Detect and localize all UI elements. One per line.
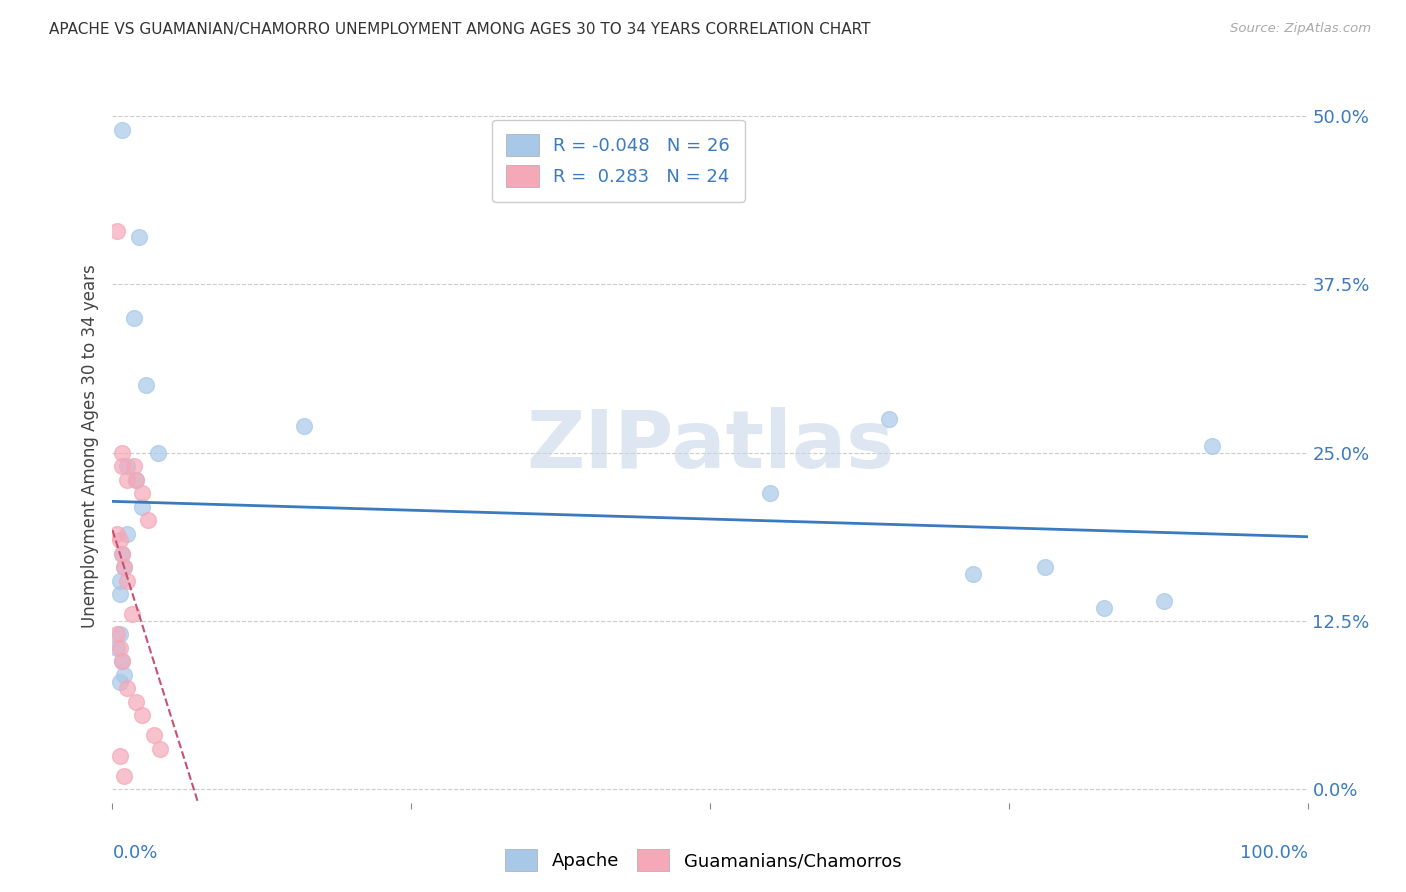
- Point: [114, 769, 135, 783]
- Text: ZIPatlas: ZIPatlas: [526, 407, 894, 485]
- Point: [108, 748, 131, 763]
- Point: [143, 729, 166, 743]
- Text: APACHE VS GUAMANIAN/CHAMORRO UNEMPLOYMENT AMONG AGES 30 TO 34 YEARS CORRELATION : APACHE VS GUAMANIAN/CHAMORRO UNEMPLOYMEN…: [49, 22, 870, 37]
- Point: [115, 526, 138, 541]
- Point: [121, 607, 143, 622]
- Point: [105, 627, 128, 641]
- Point: [146, 446, 169, 460]
- Point: [105, 526, 128, 541]
- Text: 100.0%: 100.0%: [1240, 845, 1308, 863]
- Point: [111, 547, 134, 561]
- Point: [114, 668, 135, 682]
- Point: [131, 708, 153, 723]
- Point: [111, 446, 134, 460]
- Legend: Apache, Guamanians/Chamorros: Apache, Guamanians/Chamorros: [498, 842, 908, 879]
- Point: [114, 560, 135, 574]
- Point: [125, 473, 148, 487]
- Point: [115, 681, 138, 696]
- Point: [125, 695, 148, 709]
- Point: [962, 566, 984, 581]
- Point: [122, 459, 145, 474]
- Point: [1033, 560, 1056, 574]
- Point: [1094, 600, 1116, 615]
- Point: [131, 500, 153, 514]
- Point: [114, 560, 135, 574]
- Point: [108, 587, 131, 601]
- Point: [1153, 594, 1175, 608]
- Point: [108, 627, 131, 641]
- Point: [105, 223, 128, 237]
- Point: [149, 742, 172, 756]
- Point: [759, 486, 782, 500]
- Y-axis label: Unemployment Among Ages 30 to 34 years: Unemployment Among Ages 30 to 34 years: [80, 264, 98, 628]
- Point: [111, 547, 134, 561]
- Point: [111, 655, 134, 669]
- Point: [111, 655, 134, 669]
- Point: [1201, 439, 1223, 453]
- Point: [879, 412, 901, 426]
- Point: [131, 486, 153, 500]
- Point: [128, 230, 150, 244]
- Point: [135, 378, 157, 392]
- Point: [292, 418, 315, 433]
- Point: [125, 473, 148, 487]
- Point: [111, 122, 134, 136]
- Point: [108, 640, 131, 655]
- Text: 0.0%: 0.0%: [112, 845, 157, 863]
- Point: [108, 674, 131, 689]
- Point: [138, 513, 160, 527]
- Point: [115, 459, 138, 474]
- Point: [115, 473, 138, 487]
- Point: [108, 533, 131, 548]
- Point: [122, 311, 145, 326]
- Point: [111, 459, 134, 474]
- Point: [108, 574, 131, 588]
- Point: [115, 574, 138, 588]
- Legend: R = -0.048   N = 26, R =  0.283   N = 24: R = -0.048 N = 26, R = 0.283 N = 24: [492, 120, 745, 202]
- Text: Source: ZipAtlas.com: Source: ZipAtlas.com: [1230, 22, 1371, 36]
- Point: [105, 640, 128, 655]
